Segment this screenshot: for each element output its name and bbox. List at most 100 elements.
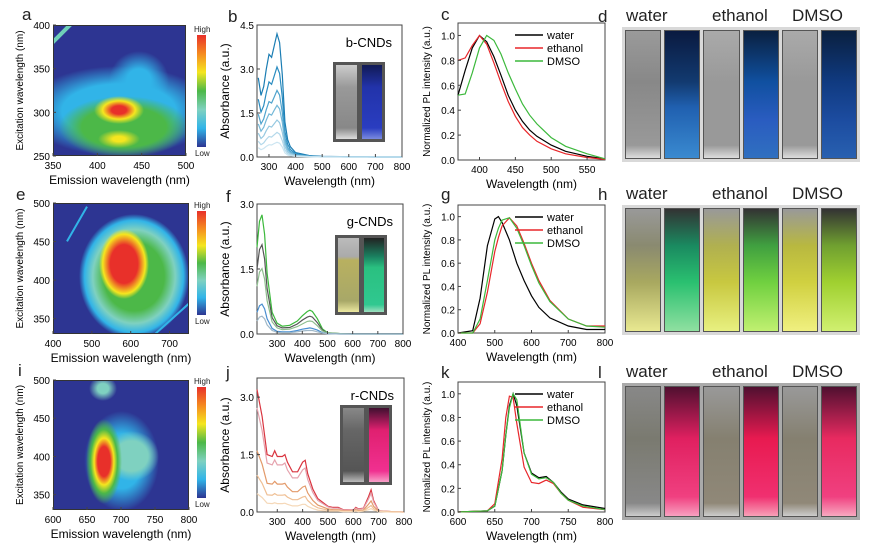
x-axis-label: Wavelength (nm)	[486, 529, 577, 543]
x-tick-label: 500	[486, 338, 503, 349]
y-tick-label: 1.5	[240, 451, 254, 462]
x-tick-label: 550	[579, 165, 596, 176]
panel-label-g: g	[441, 185, 451, 204]
series-line-3	[257, 104, 402, 158]
legend-label: DMSO	[547, 238, 580, 250]
heatmap-i	[53, 380, 189, 510]
plot-frame	[457, 22, 606, 161]
x-tick-label: 400	[89, 161, 106, 172]
y-tick-label: 3.0	[240, 200, 254, 211]
y-axis-label: Absorbance (a.u.)	[218, 397, 232, 492]
inset-photo-f	[335, 235, 387, 315]
x-tick-label: 300	[261, 162, 278, 173]
series-line-0	[256, 214, 403, 335]
colorbar-low: Low	[195, 149, 210, 158]
y-tick-label: 1.0	[441, 31, 455, 42]
panel-label-d: d	[598, 7, 608, 26]
x-tick-label: 700	[523, 517, 540, 528]
y-axis-label: Absorbance (a.u.)	[218, 43, 232, 138]
x-tick-label: 500	[178, 161, 195, 172]
x-tick-label: 400	[45, 339, 62, 350]
photo-label-dmso: DMSO	[792, 362, 843, 381]
x-tick-label: 500	[314, 162, 331, 173]
x-tick-label: 700	[370, 517, 387, 528]
legend-label: water	[546, 212, 574, 224]
chart-j: r-CNDs 300 400 500 600 700 800 0.0 1.5 3.0 Wavelen…	[218, 377, 413, 543]
series-line-4	[257, 119, 402, 158]
y-tick-label: 350	[33, 491, 50, 502]
x-tick-label: 800	[597, 338, 614, 349]
panel-label-c: c	[441, 5, 450, 24]
chart-title: b-CNDs	[346, 35, 393, 50]
colorbar-high: High	[194, 25, 211, 34]
y-tick-label: 300	[33, 108, 50, 119]
legend-label: DMSO	[547, 415, 580, 427]
y-tick-label: 500	[33, 376, 50, 387]
panel-label-i: i	[18, 361, 22, 380]
y-tick-label: 1.5	[240, 109, 254, 120]
y-axis-label: Absorbance (a.u.)	[218, 221, 232, 316]
series-line-2	[256, 450, 405, 513]
panel-label-f: f	[226, 187, 231, 206]
x-tick-label: 600	[344, 339, 361, 350]
inset-photo-j	[340, 405, 392, 485]
y-tick-label: 0.0	[441, 508, 455, 519]
panel-label-a: a	[22, 5, 32, 24]
colorbar-e	[197, 211, 206, 315]
heatmap-peak	[86, 419, 122, 504]
photo-label-water: water	[626, 6, 668, 25]
y-tick-label: 0.0	[240, 330, 254, 341]
chart-f: g-CNDs 300 400 500 600 700 800 0.0 1.5 3.0 Wavelen…	[218, 200, 412, 365]
x-tick-label: 800	[597, 517, 614, 528]
x-tick-label: 800	[395, 339, 412, 350]
y-tick-label: 0.0	[240, 153, 254, 164]
series-line-4	[256, 493, 404, 513]
x-tick-label: 600	[340, 162, 357, 173]
x-tick-label: 500	[320, 517, 337, 528]
y-tick-label: 250	[33, 152, 50, 163]
y-tick-label: 0.4	[441, 282, 455, 293]
x-tick-label: 800	[394, 162, 411, 173]
x-axis-label: Emission wavelength (nm)	[49, 173, 190, 187]
x-tick-label: 800	[396, 517, 413, 528]
legend-label: water	[546, 389, 574, 401]
y-axis-label: Excitation wavelength (nm)	[15, 208, 26, 328]
legend-label: DMSO	[547, 56, 580, 68]
y-tick-label: 400	[33, 276, 50, 287]
y-tick-label: 0.4	[441, 106, 455, 117]
x-tick-label: 700	[560, 338, 577, 349]
x-axis-label: Wavelength (nm)	[486, 177, 577, 191]
series-line-ethanol	[457, 34, 606, 160]
heatmap-a	[53, 25, 186, 156]
y-tick-label: 0.8	[441, 413, 455, 424]
photo-d	[622, 27, 860, 162]
series-line-3	[256, 474, 404, 513]
y-tick-label: 3.0	[240, 393, 254, 404]
photo-label-ethanol: ethanol	[712, 184, 768, 203]
y-axis-label: Normalized PL intensity (a.u.)	[422, 382, 433, 513]
y-tick-label: 0.2	[441, 131, 455, 142]
y-tick-label: 0.6	[441, 437, 455, 448]
y-tick-label: 0.0	[441, 329, 455, 340]
series-line-water	[457, 215, 605, 334]
y-tick-label: 3.0	[240, 65, 254, 76]
x-tick-label: 400	[287, 162, 304, 173]
x-tick-label: 700	[161, 339, 178, 350]
photo-label-ethanol: ethanol	[712, 362, 768, 381]
colorbar-high: High	[194, 377, 211, 386]
x-tick-label: 750	[560, 517, 577, 528]
x-tick-label: 500	[319, 339, 336, 350]
panel-label-h: h	[598, 185, 608, 204]
colorbar-high: High	[194, 201, 211, 210]
panel-label-b: b	[228, 7, 238, 26]
series-line-DMSO	[457, 392, 606, 513]
legend-label: ethanol	[547, 225, 583, 237]
y-tick-label: 4.5	[240, 21, 254, 32]
y-tick-label: 0.2	[441, 306, 455, 317]
series-line-1	[256, 242, 403, 335]
panel-label-e: e	[16, 185, 26, 204]
series-line-DMSO	[457, 34, 606, 160]
y-tick-label: 0.0	[240, 508, 254, 519]
